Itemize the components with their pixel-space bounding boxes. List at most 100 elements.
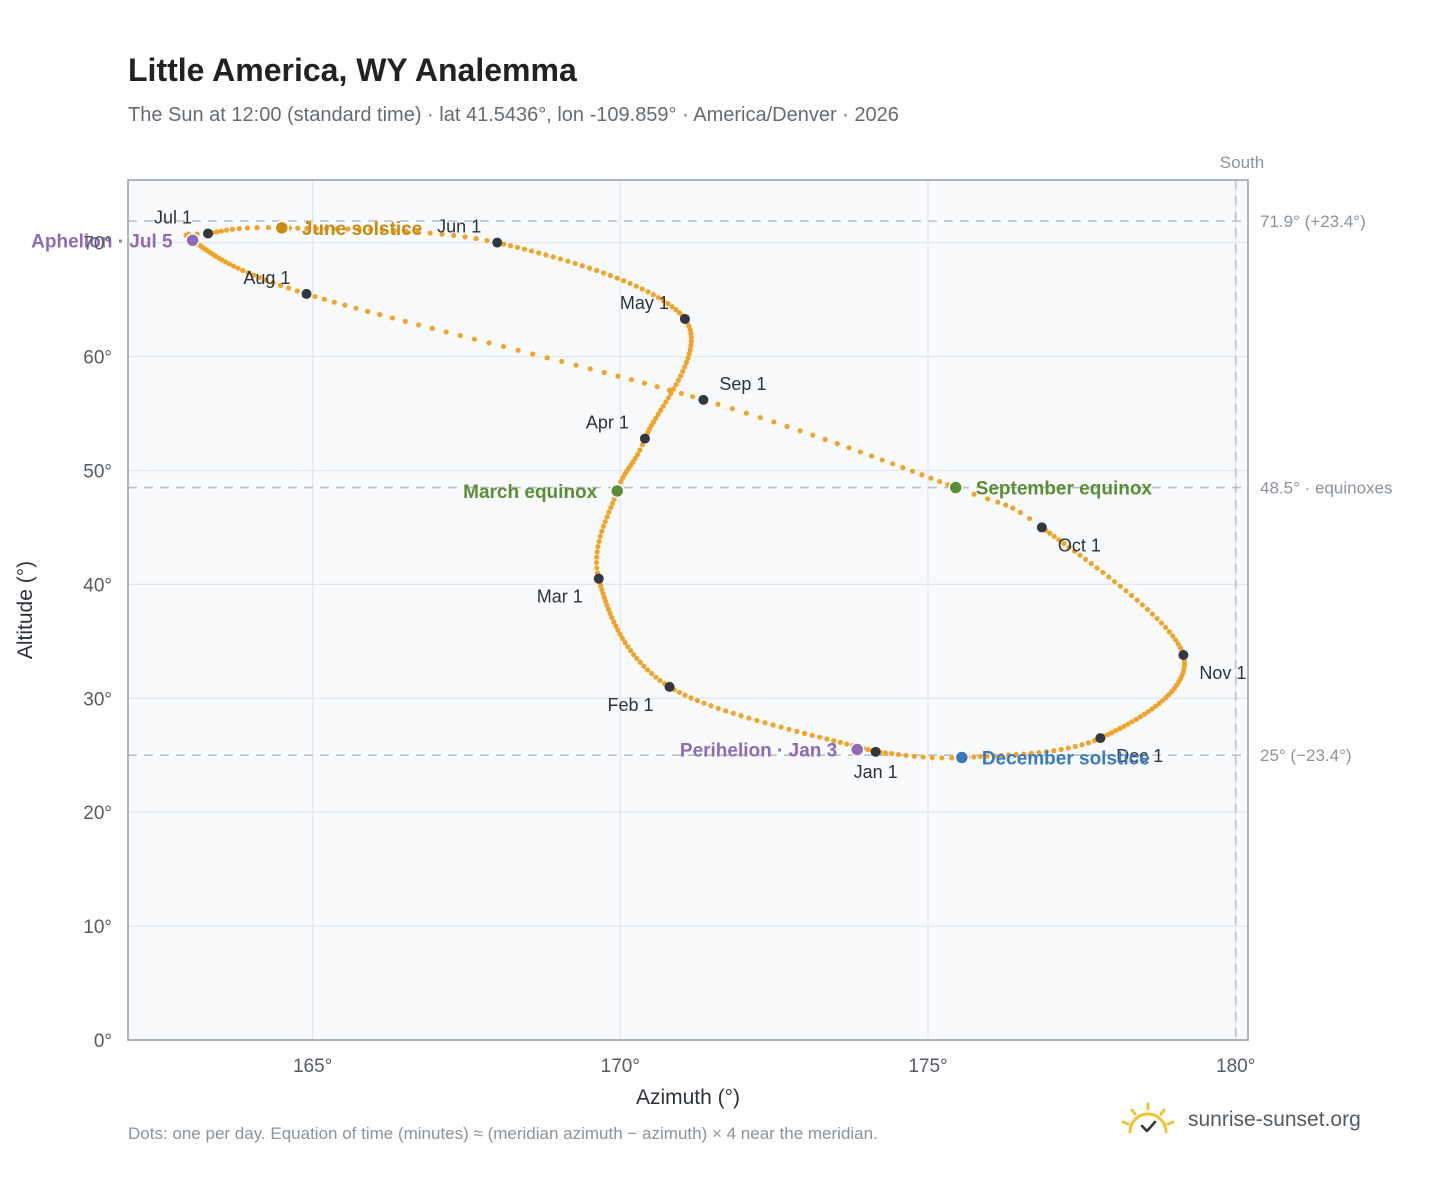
day-dot [846, 445, 852, 451]
day-dot [218, 228, 224, 234]
day-dot [356, 226, 362, 232]
month-marker [698, 394, 709, 405]
day-dot [690, 394, 696, 400]
day-dot [244, 225, 251, 231]
day-dot [1145, 709, 1151, 715]
event-label: March equinox [463, 482, 598, 503]
day-dot [688, 338, 694, 344]
month-marker [1036, 522, 1047, 533]
day-dot [666, 387, 673, 393]
day-dot [625, 643, 631, 650]
day-dot [1129, 719, 1135, 725]
reference-line-label: 25° (−23.4°) [1260, 746, 1352, 765]
day-dot [377, 312, 383, 318]
day-dot [528, 248, 535, 254]
day-dot [595, 544, 601, 550]
day-dot [844, 741, 850, 747]
reference-line-label: 48.5° · equinoxes [1260, 479, 1393, 498]
day-dot [214, 229, 220, 235]
day-dot [1149, 706, 1155, 712]
day-dot [1100, 569, 1106, 576]
day-dot [631, 651, 637, 658]
event-marker [609, 483, 625, 499]
day-dot [530, 351, 536, 357]
day-dot [949, 755, 955, 761]
day-dot [729, 406, 735, 412]
day-dot [1109, 730, 1115, 736]
day-dot [621, 278, 627, 284]
day-dot [596, 538, 602, 545]
day-dot [1144, 606, 1151, 613]
day-dot [312, 293, 318, 300]
x-tick-label: 170° [601, 1056, 640, 1077]
day-dot [439, 231, 445, 237]
y-tick-label: 60° [83, 348, 112, 369]
day-dot [1175, 641, 1181, 647]
day-dot [521, 246, 528, 252]
y-tick-label: 30° [83, 689, 112, 710]
day-dot [680, 368, 686, 374]
day-dot [1123, 588, 1129, 594]
day-dot [1133, 716, 1139, 722]
day-dot [628, 377, 634, 383]
day-dot [1105, 731, 1111, 738]
day-dot [654, 384, 660, 390]
day-dot [1066, 544, 1072, 550]
day-dot [587, 366, 593, 372]
day-dot [762, 720, 768, 726]
month-label: Feb 1 [608, 695, 654, 715]
day-dot [822, 436, 828, 442]
day-dot [682, 692, 688, 698]
day-dot [1154, 615, 1160, 622]
event-label: June solstice [302, 219, 422, 240]
day-dot [484, 237, 490, 244]
day-dot [536, 250, 542, 256]
day-dot [295, 225, 301, 231]
day-dot [1111, 578, 1118, 585]
day-dot [653, 415, 659, 421]
day-dot [389, 315, 395, 321]
day-dot [802, 730, 808, 736]
day-dot [985, 496, 991, 502]
day-dot [639, 442, 645, 448]
day-dot [606, 509, 612, 515]
day-dot [653, 674, 659, 680]
day-dot [657, 677, 663, 684]
day-dot [903, 752, 909, 759]
day-dot [639, 286, 645, 292]
event-label: December solstice [982, 749, 1150, 770]
chart-title: Little America, WY Analemma [128, 52, 577, 88]
event-marker [954, 750, 970, 765]
day-dot [676, 689, 683, 696]
day-dot [786, 726, 792, 732]
sun-check-icon [1121, 1102, 1175, 1134]
day-dot [594, 267, 600, 274]
day-dot [645, 289, 651, 295]
day-dot [342, 302, 348, 308]
event-marker [948, 480, 963, 495]
day-dot [632, 455, 638, 462]
day-dot [1043, 749, 1049, 755]
day-dot [669, 303, 675, 310]
day-dot [313, 225, 319, 232]
day-dot [694, 697, 700, 704]
day-dot [1028, 750, 1034, 756]
day-dot [971, 754, 977, 760]
month-label: Apr 1 [586, 413, 629, 433]
day-dot [1166, 629, 1172, 635]
day-dot [223, 227, 230, 233]
brand[interactable]: sunrise-sunset.org [1120, 1102, 1361, 1138]
day-dot [1013, 752, 1019, 758]
day-dot [443, 329, 449, 335]
month-marker [664, 681, 675, 692]
day-dot [507, 243, 514, 249]
day-dot [622, 639, 628, 646]
month-marker [492, 237, 503, 248]
day-dot [686, 351, 692, 357]
day-dot [270, 280, 276, 286]
day-dot [579, 263, 585, 269]
month-label: Nov 1 [1199, 663, 1246, 683]
day-dot [831, 738, 837, 744]
month-label: Jul 1 [154, 208, 192, 228]
day-dot [345, 226, 351, 232]
